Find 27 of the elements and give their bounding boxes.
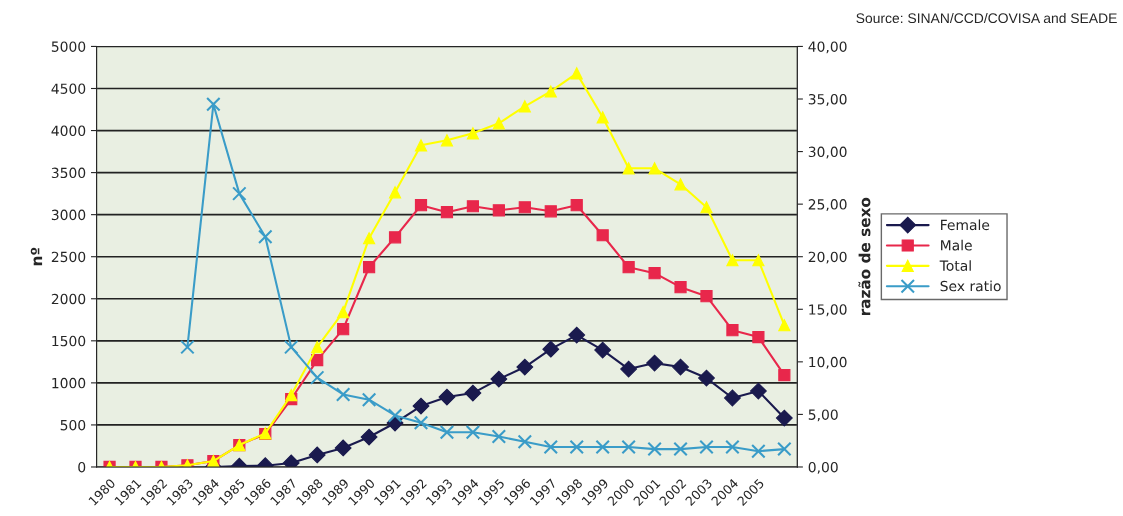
legend-label: Total (939, 260, 971, 271)
y-axis-title: nº (30, 247, 43, 266)
y2-tick-label: 40,00 (808, 41, 847, 54)
y2-tick-label: 20,00 (808, 251, 847, 264)
legend-label: Sex ratio (940, 280, 1001, 292)
y2-tick-label: 0,00 (808, 461, 838, 474)
y2-tick-label: 30,00 (808, 146, 847, 159)
y-tick-label: 2000 (51, 293, 86, 305)
y-tick-label: 0 (78, 461, 86, 473)
y2-tick-label: 10,00 (809, 356, 847, 369)
y2-tick-label: 15,00 (809, 304, 847, 317)
y-tick-label: 1000 (52, 377, 86, 389)
y-tick-label: 4000 (51, 125, 86, 137)
y2-tick-label: 35,00 (808, 93, 847, 106)
y-tick-label: 2500 (51, 251, 86, 263)
y-tick-label: 5000 (51, 41, 86, 52)
y-tick-label: 500 (60, 419, 86, 431)
source-note: Source: SINAN/CCD/COVISA and SEADE (856, 12, 1117, 24)
y-tick-label: 1500 (52, 335, 86, 347)
y-tick-label: 3500 (51, 167, 86, 179)
y2-axis-title: razão de sexo (858, 197, 871, 316)
legend-label: Male (941, 239, 972, 251)
y2-tick-label: 5,00 (808, 409, 838, 422)
y2-tick-label: 25,00 (808, 199, 847, 212)
legend-label: Female (941, 219, 990, 231)
y-tick-label: 4500 (51, 83, 86, 94)
y-tick-label: 3000 (51, 209, 86, 221)
